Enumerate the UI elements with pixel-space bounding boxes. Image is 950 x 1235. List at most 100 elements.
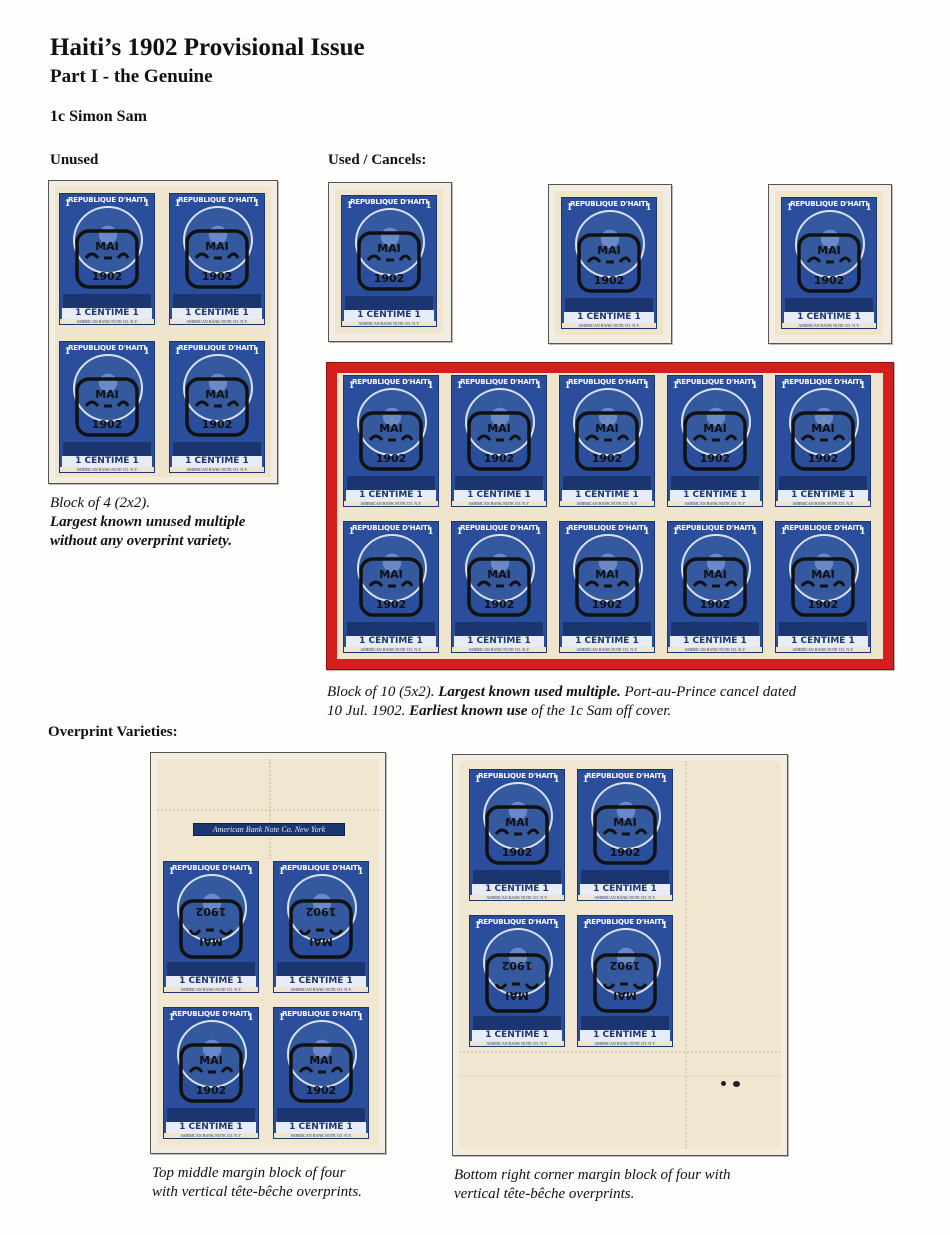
stamp-imprint: AMERICAN BANK NOTE CO. N.Y. [452,501,546,506]
stamp: REPUBLIQUE D'HAITI 1 1 1 CENTIME 1 AMERICAN … [341,195,437,327]
caption-line: Largest known unused multiple [50,514,246,530]
stamp-base [277,962,365,978]
ink-spot [733,1081,740,1087]
stamp-country: REPUBLIQUE D'HAITI [172,1010,250,1018]
stamp: REPUBLIQUE D'HAITI 1 1 1 CENTIME 1 AMERICAN … [577,915,673,1047]
stamp-denomination: 1 [780,379,787,391]
stamp: REPUBLIQUE D'HAITI 1 1 1 CENTIME 1 AMERICAN … [169,193,265,325]
overprint: MAI 1902 [185,229,249,289]
caption-bold: Largest known used multiple. [438,684,621,700]
svg-text:MAI: MAI [309,1054,333,1067]
caption-text: Port-au-Prince cancel dated [624,684,797,700]
stamp-imprint: AMERICAN BANK NOTE CO. N.Y. [470,895,564,900]
stamp: REPUBLIQUE D'HAITI 1 1 1 CENTIME 1 AMERICAN … [169,341,265,473]
stamp-value-label: 1 CENTIME 1 [344,310,434,321]
stamp: REPUBLIQUE D'HAITI 1 1 1 CENTIME 1 AMERICAN … [273,1007,369,1139]
stamp-base [671,622,759,638]
stamp-imprint: AMERICAN BANK NOTE CO. N.Y. [668,501,762,506]
svg-text:MAI: MAI [811,568,835,581]
svg-text:1902: 1902 [202,270,233,283]
portrait-oval [73,206,143,274]
stamp-denomination: 1 [672,525,679,537]
stamp-imprint: AMERICAN BANK NOTE CO. N.Y. [60,467,154,472]
stamp-denomination: 1 [174,197,181,209]
portrait-oval [73,354,143,422]
stamp-country: REPUBLIQUE D'HAITI [586,918,664,926]
stamp-denomination: 1 [564,379,571,391]
stamp-denomination: 1 [357,1011,364,1023]
svg-text:MAI: MAI [309,935,333,948]
svg-text:1902: 1902 [484,452,515,465]
used-block-of-10: REPUBLIQUE D'HAITI 1 1 1 CENTIME 1 AMERICAN … [326,362,894,670]
caption-bold: Earliest known use [409,703,528,719]
stamp-base [173,294,261,310]
svg-text:1902: 1902 [808,452,839,465]
stamp-value-label: 1 CENTIME 1 [472,884,562,895]
stamp-denomination: 1 [661,773,668,785]
stamp-denomination: 1 [564,525,571,537]
overprint: MAI 1902 [791,411,855,471]
stamp-value-label: 1 CENTIME 1 [670,490,760,501]
portrait-oval [795,210,865,278]
portrait-oval [575,210,645,278]
stamp-denomination: 1 [456,525,463,537]
stamp-imprint: AMERICAN BANK NOTE CO. N.Y. [170,319,264,324]
svg-text:MAI: MAI [95,240,119,253]
stamp-denomination: 1 [247,865,254,877]
caption-line: with vertical tête-bêche overprints. [152,1184,362,1200]
stamp: REPUBLIQUE D'HAITI 1 1 1 CENTIME 1 AMERICAN … [667,375,763,507]
overprint: MAI 1902 [593,953,657,1013]
overprint: MAI 1902 [179,1043,243,1103]
stamp-denomination: 1 [582,773,589,785]
stamp-denomination: 1 [751,379,758,391]
caption-line: vertical tête-bêche overprints. [454,1186,635,1202]
stamp-base [785,298,873,314]
stamp-value-label: 1 CENTIME 1 [166,1122,256,1133]
svg-text:1902: 1902 [202,418,233,431]
stamp-value-label: 1 CENTIME 1 [670,636,760,647]
svg-text:MAI: MAI [95,388,119,401]
stamp-value-label: 1 CENTIME 1 [778,636,868,647]
caption-line: without any overprint variety. [50,533,232,549]
caption-text: Block of 10 (5x2). [327,684,435,700]
stamp-denomination: 1 [582,919,589,931]
stamp-denomination: 1 [672,379,679,391]
overprint: MAI 1902 [185,377,249,437]
top-margin-block: American Bank Note Co. New York REPUBLIQ… [150,752,386,1154]
stamp-base [581,870,669,886]
portrait-oval [573,388,643,456]
svg-text:MAI: MAI [811,422,835,435]
stamp-value-label: 1 CENTIME 1 [580,884,670,895]
svg-text:MAI: MAI [505,816,529,829]
overprint: MAI 1902 [467,411,531,471]
svg-text:1902: 1902 [306,1084,337,1097]
stamp-denomination: 1 [64,345,71,357]
caption-block-of-4: Block of 4 (2x2). Largest known unused m… [50,494,245,551]
stamp-denomination: 1 [859,379,866,391]
stamp: REPUBLIQUE D'HAITI 1 1 1 CENTIME 1 AMERICAN … [559,375,655,507]
stamp-denomination: 1 [859,525,866,537]
stamp-imprint: AMERICAN BANK NOTE CO. N.Y. [274,987,368,992]
stamp: REPUBLIQUE D'HAITI 1 1 1 CENTIME 1 AMERICAN … [59,193,155,325]
stamp-denomination: 1 [427,379,434,391]
section-varieties: Overprint Varieties: [48,724,178,740]
stamp-country: REPUBLIQUE D'HAITI [570,200,648,208]
stamp: REPUBLIQUE D'HAITI 1 1 1 CENTIME 1 AMERICAN … [667,521,763,653]
overprint: MAI 1902 [357,231,421,291]
stamp: REPUBLIQUE D'HAITI 1 1 1 CENTIME 1 AMERICAN … [469,915,565,1047]
svg-text:MAI: MAI [379,568,403,581]
portrait-oval [483,782,553,850]
stamp-country: REPUBLIQUE D'HAITI [460,378,538,386]
stamp-denomination: 1 [174,345,181,357]
stamp-imprint: AMERICAN BANK NOTE CO. N.Y. [344,647,438,652]
svg-text:1902: 1902 [376,598,407,611]
portrait-oval [465,388,535,456]
stamp-imprint: AMERICAN BANK NOTE CO. N.Y. [470,1041,564,1046]
svg-text:MAI: MAI [379,422,403,435]
stamp-denomination: 1 [143,345,150,357]
portrait-oval [287,1020,357,1088]
stamp-value-label: 1 CENTIME 1 [562,490,652,501]
svg-text:1902: 1902 [484,598,515,611]
caption-line: Block of 4 (2x2). [50,495,150,511]
svg-text:MAI: MAI [205,388,229,401]
